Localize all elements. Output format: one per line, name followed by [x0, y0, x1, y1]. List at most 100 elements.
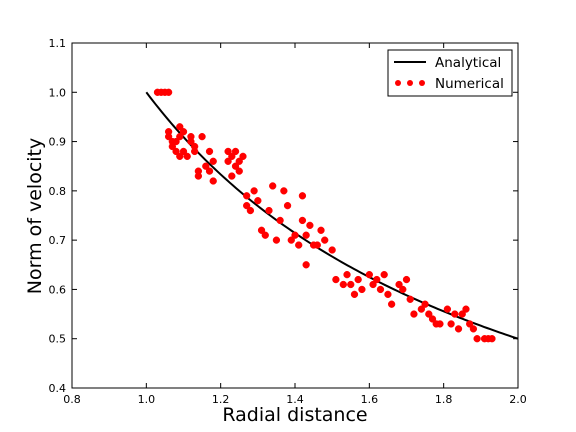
numerical-point	[172, 137, 180, 146]
numerical-point	[328, 246, 336, 254]
numerical-point	[321, 236, 329, 244]
numerical-point	[235, 167, 243, 175]
plot-frame	[71, 42, 519, 389]
numerical-point	[291, 231, 299, 239]
y-tick-label: 1.0	[49, 86, 67, 99]
numerical-point	[261, 231, 269, 239]
x-tick-label: 0.8	[63, 393, 81, 406]
numerical-point	[172, 147, 180, 156]
y-axis-label: Norm of velocity	[24, 138, 46, 294]
y-tick-label: 1.1	[49, 37, 67, 50]
numerical-point	[235, 157, 243, 165]
numerical-point	[224, 157, 232, 165]
numerical-point	[369, 280, 377, 289]
numerical-point	[298, 216, 307, 225]
numerical-point	[280, 187, 288, 195]
numerical-point	[387, 300, 396, 308]
numerical-point	[257, 226, 266, 234]
numerical-point	[183, 152, 191, 161]
numerical-point	[243, 192, 251, 200]
numerical-point	[410, 310, 418, 318]
y-tick-label: 0.8	[49, 185, 67, 198]
numerical-point	[451, 310, 459, 318]
y-tick-label: 0.6	[49, 283, 67, 296]
numerical-point	[402, 275, 411, 284]
numerical-point	[454, 325, 463, 333]
numerical-point	[376, 285, 385, 294]
numerical-point	[176, 152, 184, 161]
numerical-point	[347, 280, 355, 289]
numerical-point	[198, 132, 206, 141]
numerical-point	[306, 221, 314, 230]
numerical-point	[488, 335, 496, 343]
numerical-point	[339, 280, 347, 289]
y-tick-label: 0.9	[49, 136, 67, 149]
legend-marker-2	[407, 80, 413, 86]
numerical-point	[265, 206, 273, 215]
numerical-point	[287, 236, 295, 244]
numerical-point	[469, 325, 478, 333]
numerical-point	[298, 192, 307, 200]
numerical-point	[395, 280, 403, 289]
numerical-point	[168, 142, 177, 151]
x-axis-label: Radial distance	[222, 404, 367, 426]
numerical-point	[179, 147, 188, 156]
legend-frame	[387, 49, 513, 97]
numerical-point	[254, 197, 262, 205]
numerical-point	[302, 261, 310, 269]
numerical-point	[231, 147, 240, 156]
x-tick-label: 1.8	[435, 393, 453, 406]
y-tick-label: 0.7	[49, 234, 67, 247]
numerical-point	[202, 162, 210, 170]
numerical-point	[187, 137, 195, 146]
numerical-point	[473, 335, 481, 343]
numerical-point	[428, 315, 437, 323]
numerical-point	[209, 157, 217, 165]
legend: Analytical Numerical	[387, 49, 513, 97]
numerical-point	[332, 275, 340, 284]
x-tick-label: 2.0	[509, 393, 527, 406]
numerical-point	[350, 290, 359, 299]
legend-label-analytical: Analytical	[435, 55, 501, 71]
numerical-point	[436, 320, 444, 328]
numerical-point	[466, 320, 474, 328]
numerical-point	[246, 206, 255, 215]
numerical-point	[205, 147, 214, 156]
numerical-point	[425, 310, 433, 318]
numerical-point	[447, 320, 455, 328]
numerical-point	[462, 305, 470, 313]
numerical-point	[354, 275, 362, 284]
x-tick-label: 1.0	[138, 393, 156, 406]
legend-label-numerical: Numerical	[435, 76, 504, 92]
numerical-point	[317, 226, 325, 234]
numerical-point	[295, 241, 303, 249]
legend-marker-3	[419, 80, 425, 86]
numerical-point	[373, 275, 381, 284]
numerical-point	[205, 167, 214, 175]
numerical-point	[179, 128, 188, 136]
numerical-point	[228, 152, 236, 161]
numerical-point	[228, 172, 236, 180]
numerical-point	[209, 177, 217, 185]
numerical-point	[343, 270, 351, 279]
series-layer	[145, 88, 519, 343]
numerical-point	[269, 182, 277, 190]
y-tick-label: 0.4	[49, 382, 67, 395]
numerical-point	[194, 172, 203, 180]
numerical-point	[406, 295, 414, 303]
legend-marker-1	[395, 80, 401, 86]
numerical-point	[272, 236, 281, 244]
numerical-point	[302, 231, 310, 239]
x-tick-label: 1.4	[286, 393, 304, 406]
numerical-point	[283, 201, 292, 210]
numerical-point	[380, 270, 388, 279]
x-tick-label: 1.6	[361, 393, 379, 406]
numerical-point	[191, 147, 199, 156]
numerical-point	[399, 285, 407, 294]
numerical-point	[313, 241, 321, 249]
numerical-point	[417, 305, 426, 313]
numerical-point	[358, 285, 366, 294]
numerical-point	[176, 132, 184, 141]
numerical-point	[164, 88, 173, 96]
numerical-point	[164, 132, 173, 141]
